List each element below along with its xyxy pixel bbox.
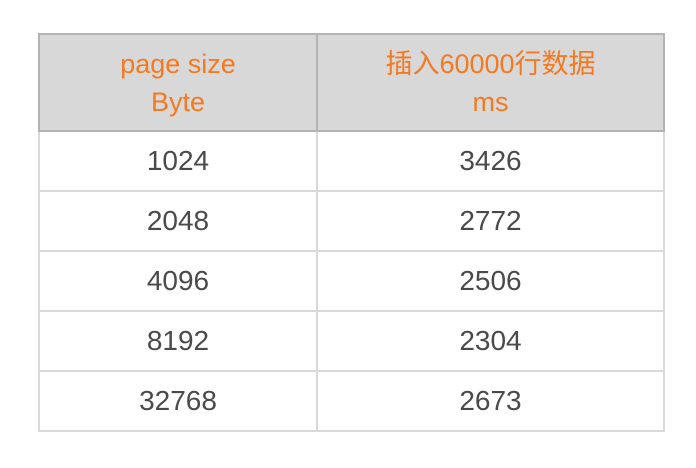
cell-page-size: 1024 [38, 130, 318, 192]
header-insert-time-label: 插入60000行数据 [385, 48, 596, 79]
cell-insert-ms: 3426 [316, 130, 665, 192]
table-row: 32768 2673 [38, 370, 665, 432]
cell-page-size: 8192 [38, 310, 318, 372]
header-cell-insert-time: 插入60000行数据 ms [316, 33, 665, 132]
header-row: page size Byte 插入60000行数据 ms [38, 33, 665, 132]
cell-page-size: 32768 [38, 370, 318, 432]
cell-insert-ms: 2304 [316, 310, 665, 372]
page-size-benchmark-table: page size Byte 插入60000行数据 ms 1024 3426 2… [38, 33, 665, 432]
cell-insert-ms: 2506 [316, 250, 665, 312]
header-cell-page-size: page size Byte [38, 33, 318, 132]
header-page-size-unit: Byte [150, 86, 206, 117]
header-insert-time-unit: ms [472, 86, 509, 117]
table-row: 4096 2506 [38, 250, 665, 312]
table-row: 8192 2304 [38, 310, 665, 372]
cell-page-size: 2048 [38, 190, 318, 252]
cell-insert-ms: 2772 [316, 190, 665, 252]
table-row: 1024 3426 [38, 130, 665, 192]
cell-insert-ms: 2673 [316, 370, 665, 432]
cell-page-size: 4096 [38, 250, 318, 312]
header-page-size-label: page size [120, 48, 236, 79]
table-row: 2048 2772 [38, 190, 665, 252]
